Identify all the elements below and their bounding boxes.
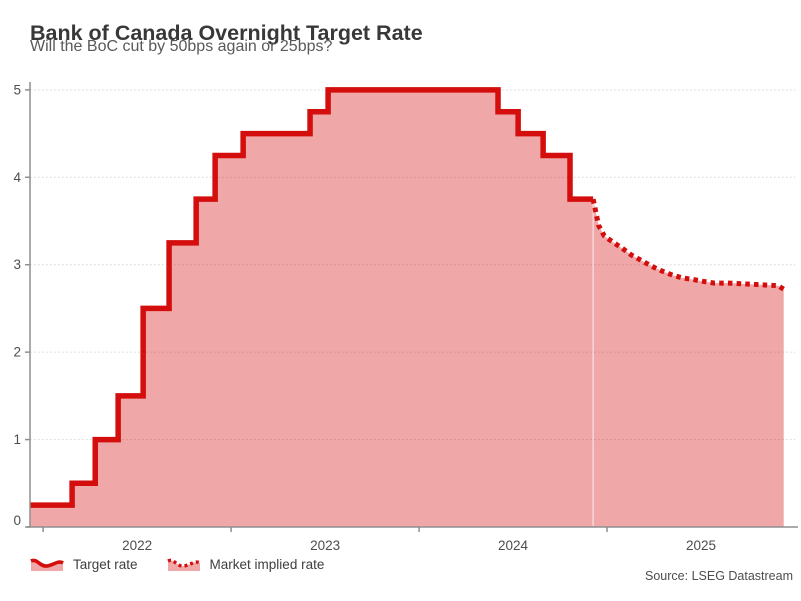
y-tick-label: 0 [13,513,21,528]
rate-area-fill [30,89,784,527]
page-title: Bank of Canada Overnight Target Rate [30,21,423,46]
chart-subtitle: Will the BoC cut by 50bps again or 25bps… [30,38,333,55]
source-credit: Source: LSEG Datastream [645,569,793,583]
legend-item-target-rate: Target rate [29,556,138,573]
target-rate-legend-icon [30,558,64,571]
y-tick-label: 5 [13,82,21,97]
legend-label-market-implied: Market implied rate [209,557,325,572]
market-implied-legend-icon [166,558,201,571]
y-tick-label: 4 [13,170,21,185]
legend-item-market-implied: Market implied rate [166,556,325,573]
legend-label-target-rate: Target rate [73,557,138,572]
x-tick-label: 2023 [310,538,340,553]
chart-legend: Target rate Market implied rate [29,556,324,573]
market-implied-line [590,198,786,292]
x-tick-label: 2022 [122,538,152,553]
y-tick-label: 3 [13,257,21,272]
x-tick-label: 2024 [498,538,529,553]
y-tick-label: 1 [13,432,21,447]
target-rate-line [30,87,594,508]
x-tick-label: 2025 [686,538,716,553]
y-tick-label: 2 [13,345,21,360]
